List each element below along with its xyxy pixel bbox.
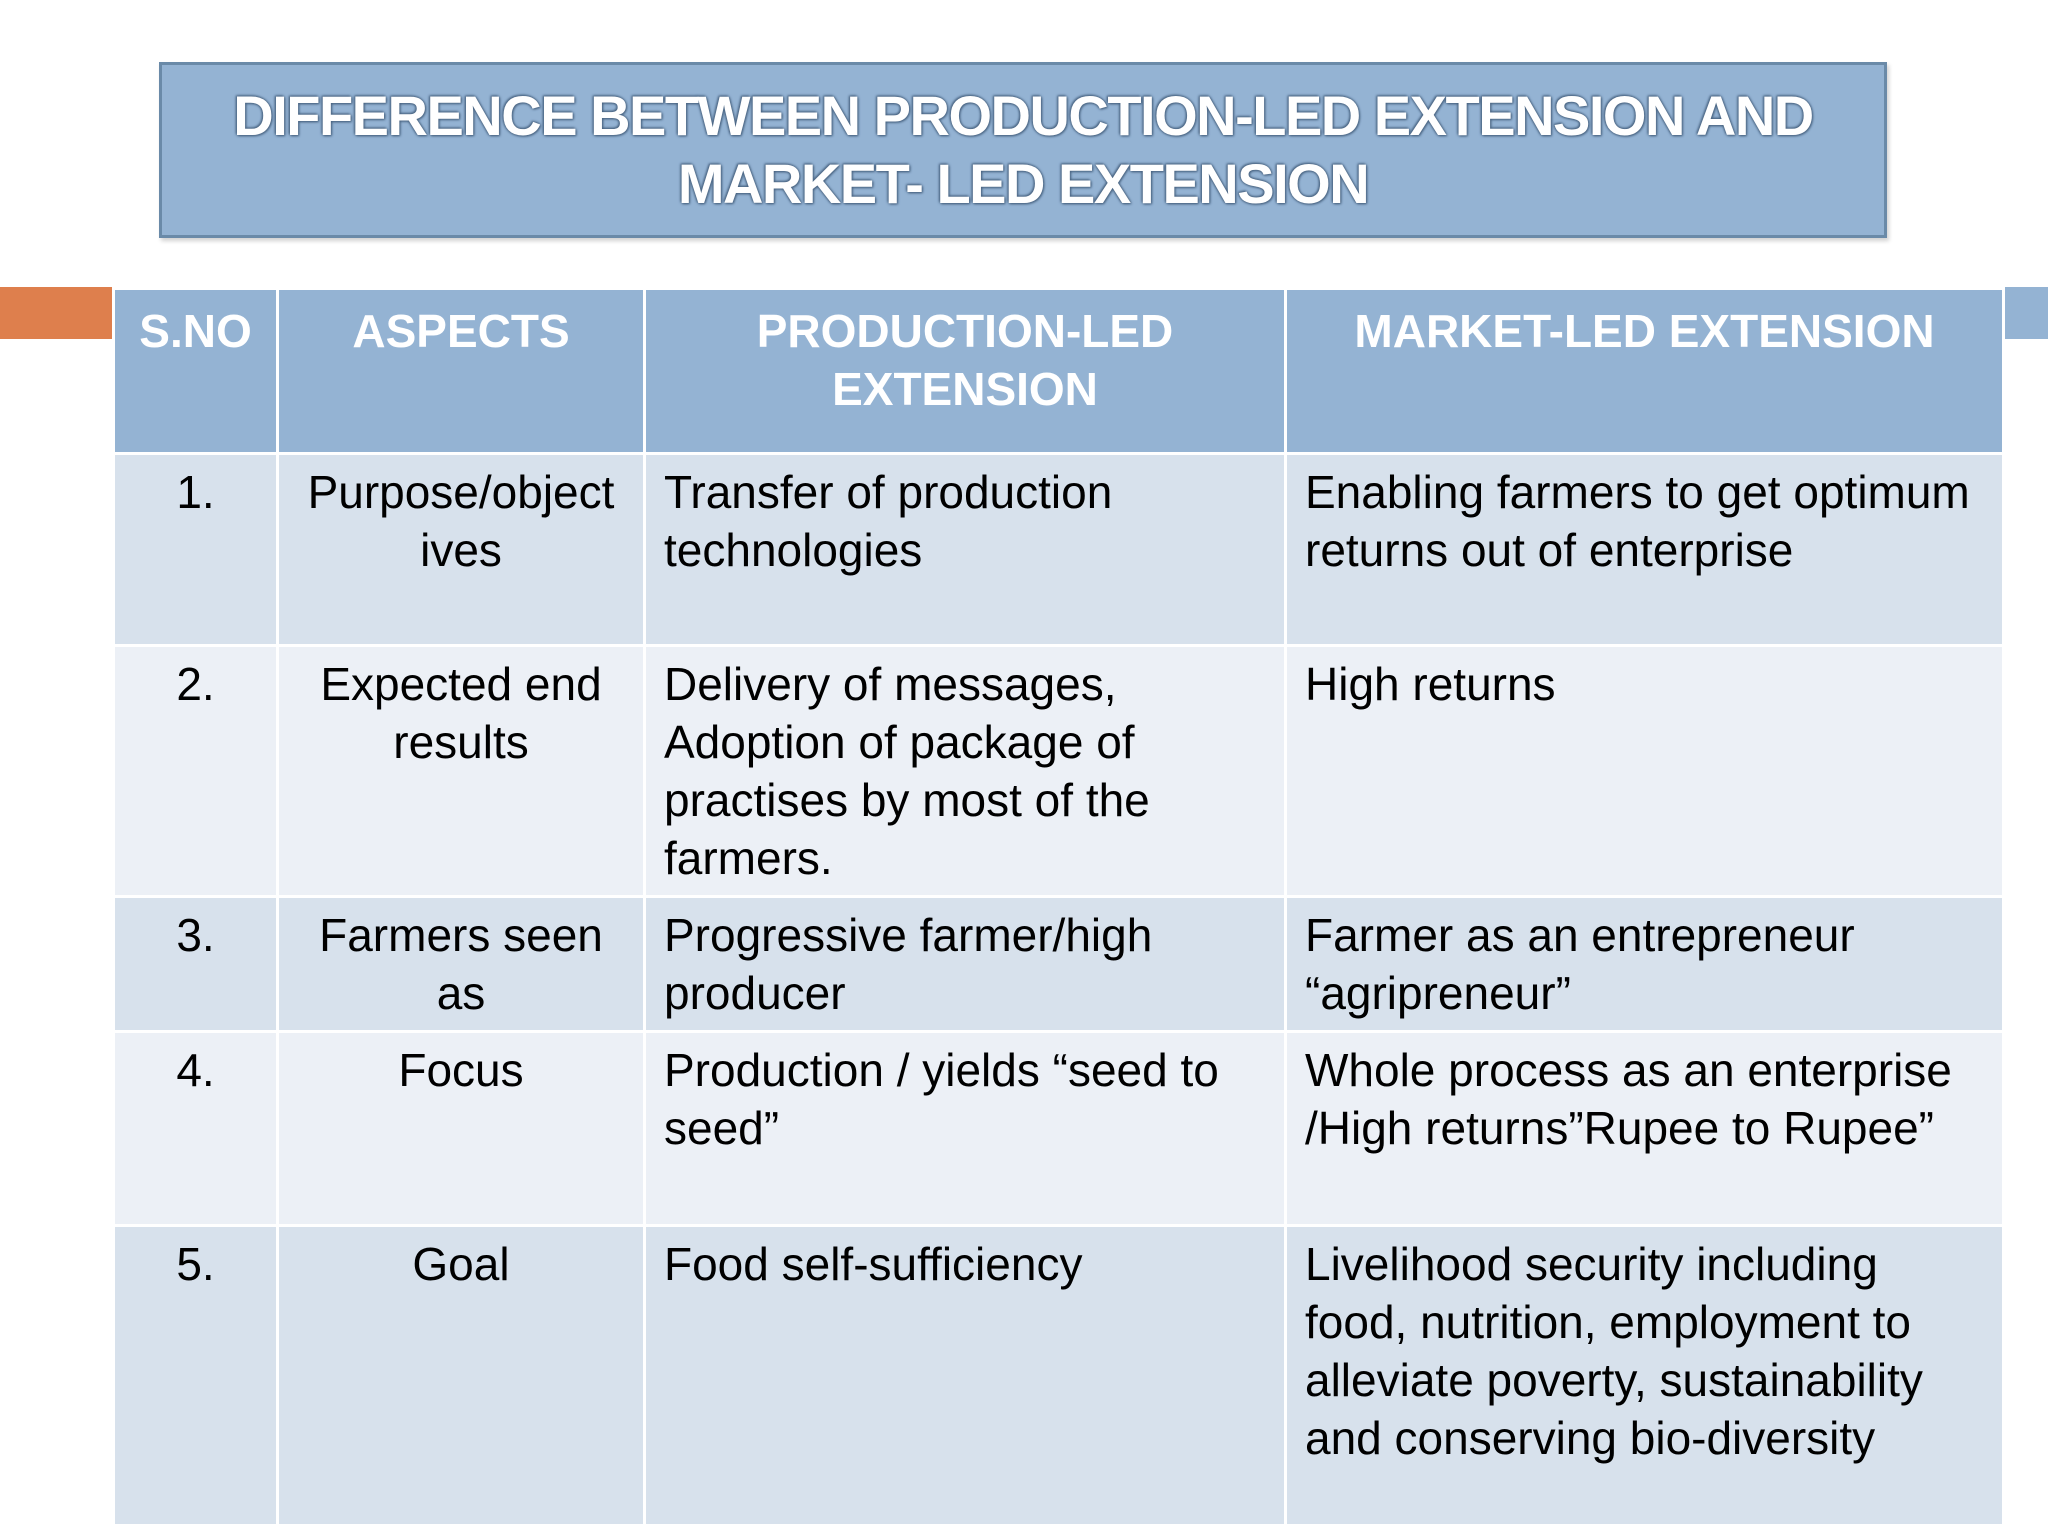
cell-market: Farmer as an entrepreneur “agripreneur” <box>1284 895 2005 1033</box>
cell-production: Production / yields “seed to seed” <box>643 1030 1287 1227</box>
table-header-row: S.NO ASPECTS PRODUCTION-LED EXTENSION MA… <box>112 287 2005 455</box>
cell-aspect: Farmers seen as <box>276 895 646 1033</box>
header-sno: S.NO <box>112 287 279 455</box>
cell-aspect: Focus <box>276 1030 646 1227</box>
cell-sno: 5. <box>112 1224 279 1527</box>
slide-title: DIFFERENCE BETWEEN PRODUCTION-LED EXTENS… <box>233 84 1814 215</box>
cell-production: Delivery of messages, Adoption of packag… <box>643 644 1287 898</box>
accent-bar-left <box>0 287 112 339</box>
cell-market: Whole process as an enterprise /High ret… <box>1284 1030 2005 1227</box>
cell-aspect: Expected end results <box>276 644 646 898</box>
cell-sno: 2. <box>112 644 279 898</box>
table-row: 2. Expected end results Delivery of mess… <box>112 644 2005 898</box>
cell-production: Transfer of production technologies <box>643 452 1287 647</box>
table-row: 4. Focus Production / yields “seed to se… <box>112 1030 2005 1227</box>
cell-production: Food self-sufficiency <box>643 1224 1287 1527</box>
cell-market: Enabling farmers to get optimum returns … <box>1284 452 2005 647</box>
header-market-led: MARKET-LED EXTENSION <box>1284 287 2005 455</box>
accent-bar-right <box>2002 287 2048 339</box>
header-aspects: ASPECTS <box>276 287 646 455</box>
table-row: 3. Farmers seen as Progressive farmer/hi… <box>112 895 2005 1033</box>
cell-aspect: Purpose/object ives <box>276 452 646 647</box>
cell-aspect: Goal <box>276 1224 646 1527</box>
header-production-led: PRODUCTION-LED EXTENSION <box>643 287 1287 455</box>
comparison-table: S.NO ASPECTS PRODUCTION-LED EXTENSION MA… <box>112 287 2005 1527</box>
cell-sno: 1. <box>112 452 279 647</box>
cell-production: Progressive farmer/high producer <box>643 895 1287 1033</box>
cell-market: High returns <box>1284 644 2005 898</box>
slide-title-box: DIFFERENCE BETWEEN PRODUCTION-LED EXTENS… <box>159 62 1887 238</box>
cell-sno: 3. <box>112 895 279 1033</box>
table-row: 5. Goal Food self-sufficiency Livelihood… <box>112 1224 2005 1527</box>
cell-sno: 4. <box>112 1030 279 1227</box>
table-row: 1. Purpose/object ives Transfer of produ… <box>112 452 2005 647</box>
cell-market: Livelihood security including food, nutr… <box>1284 1224 2005 1527</box>
